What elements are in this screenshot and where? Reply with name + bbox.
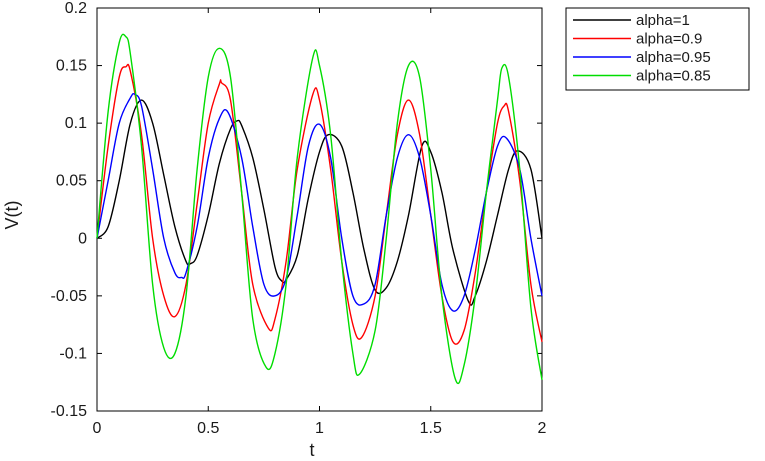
series-line-4 bbox=[96, 33, 543, 385]
x-tick-label: 0 bbox=[93, 420, 102, 437]
y-tick-label: -0.1 bbox=[59, 345, 87, 362]
x-tick-label: 1.5 bbox=[420, 420, 442, 437]
legend-label: alpha=1 bbox=[636, 12, 690, 29]
x-axis-title: t bbox=[309, 440, 314, 460]
x-tick-label: 2 bbox=[538, 420, 547, 437]
y-tick-label: 0.15 bbox=[56, 58, 87, 75]
legend-label: alpha=0.85 bbox=[636, 68, 711, 85]
legend-box bbox=[565, 7, 750, 91]
x-tick-label: 1 bbox=[315, 420, 324, 437]
axis-ticks: 0 0.5 1 1.5 2 -0.15 -0.1 -0.05 0 0.05 0.1 0.15 0.2 bbox=[51, 0, 547, 437]
series-line-1 bbox=[96, 99, 543, 306]
series-lines bbox=[96, 33, 543, 385]
y-tick-label: 0 bbox=[78, 230, 87, 247]
legend-label: alpha=0.95 bbox=[636, 49, 711, 66]
y-tick-label: -0.05 bbox=[51, 288, 88, 305]
y-tick-label: 0.2 bbox=[65, 0, 87, 17]
y-tick-label: 0.1 bbox=[65, 115, 87, 132]
series-line-3 bbox=[96, 92, 543, 312]
y-tick-label: -0.15 bbox=[51, 403, 88, 420]
x-tick-label: 0.5 bbox=[197, 420, 219, 437]
series-line-2 bbox=[96, 63, 543, 345]
y-tick-label: 0.05 bbox=[56, 173, 87, 190]
y-axis-title: V(t) bbox=[2, 201, 22, 230]
legend-label: alpha=0.9 bbox=[636, 31, 702, 48]
